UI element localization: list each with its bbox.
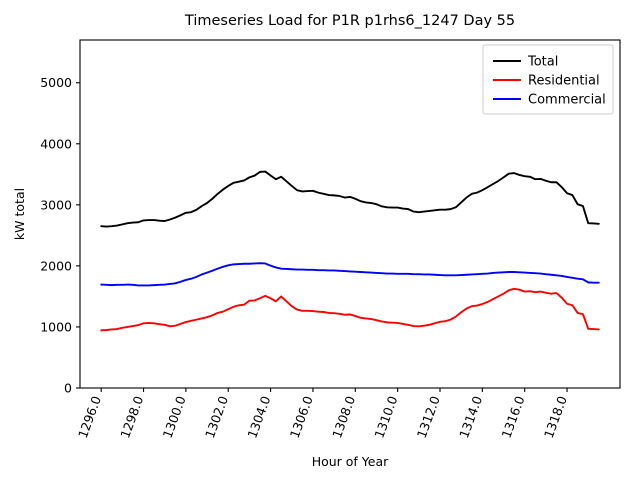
y-tick-label: 1000 — [40, 319, 72, 334]
y-tick-label: 0 — [64, 381, 72, 396]
y-tick-label: 4000 — [40, 136, 72, 151]
y-tick-label: 2000 — [40, 258, 72, 273]
y-axis-label: kW total — [12, 188, 27, 240]
legend-label-residential: Residential — [528, 74, 600, 89]
axes-frame — [79, 39, 621, 389]
series-line-residential — [100, 287, 600, 332]
series-line-commercial — [100, 262, 600, 287]
legend-label-total: Total — [527, 55, 558, 70]
data-series-group — [100, 170, 600, 332]
chart-legend: Total Residential Commercial — [482, 44, 614, 115]
legend-box — [482, 44, 614, 115]
plot-area-border — [79, 39, 621, 389]
y-axis-ticks: 0 1000 2000 3000 4000 5000 — [40, 75, 80, 396]
y-tick-label: 3000 — [40, 197, 72, 212]
chart-title: Timeseries Load for P1R p1rhs6_1247 Day … — [184, 13, 515, 29]
y-tick-label: 5000 — [40, 75, 72, 90]
legend-label-commercial: Commercial — [528, 93, 606, 108]
x-axis-label: Hour of Year — [312, 454, 389, 469]
series-line-total — [100, 170, 600, 228]
